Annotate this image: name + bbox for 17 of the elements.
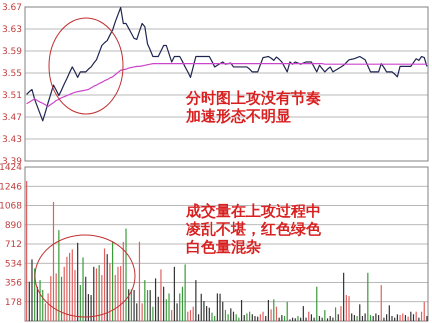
y-tick-label: 1424 <box>0 163 22 173</box>
y-tick-label: 712 <box>4 240 22 250</box>
annotation: 分时图上攻没有节奏加速形态不明显 <box>185 89 321 125</box>
y-tick-label: 3.51 <box>2 91 22 101</box>
y-tick-label: 178 <box>4 298 22 308</box>
y-tick-label: 890 <box>4 220 22 231</box>
y-tick-label: 3.67 <box>2 3 22 13</box>
y-tick-label: 3.63 <box>2 25 22 35</box>
y-tick-label: 3.47 <box>2 113 22 123</box>
y-tick-label: 1246 <box>0 182 22 192</box>
y-tick-label: 3.55 <box>2 69 22 79</box>
y-tick-label: 534 <box>4 259 22 270</box>
y-tick-label: 3.43 <box>2 135 22 145</box>
annotation: 成交量在上攻过程中凌乱不堪，红色绿色白色量混杂 <box>185 202 322 256</box>
y-tick-label: 1068 <box>0 202 22 212</box>
y-tick-label: 3.59 <box>2 47 22 57</box>
y-tick-label: 356 <box>4 278 22 288</box>
